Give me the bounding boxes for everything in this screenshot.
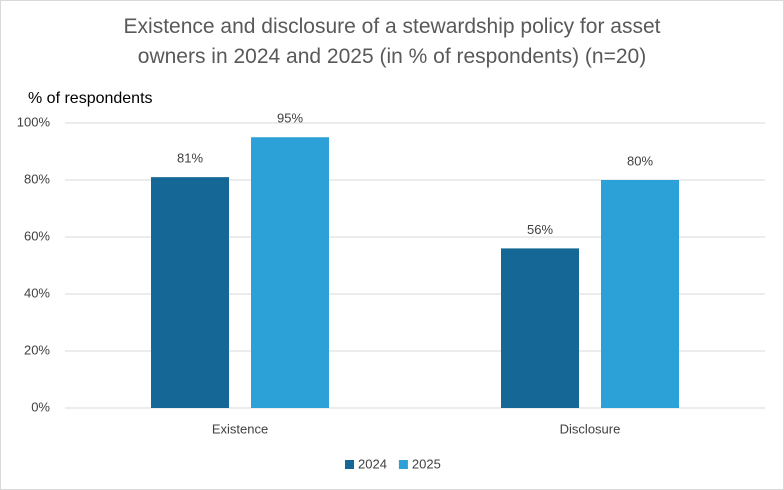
legend-swatch (398, 460, 408, 469)
legend-label: 2024 (358, 456, 387, 471)
legend-swatch (345, 460, 354, 469)
bar (251, 137, 329, 408)
y-tick-label: 20% (24, 342, 50, 357)
y-tick-label: 80% (24, 171, 50, 186)
chart-title: Existence and disclosure of a stewardshi… (123, 15, 661, 68)
bar (501, 248, 579, 408)
x-tick-label: Disclosure (560, 421, 621, 436)
bar (601, 180, 679, 408)
y-tick-label: 40% (24, 285, 50, 300)
x-tick-label: Existence (212, 421, 268, 436)
y-tick-label: 0% (31, 399, 50, 414)
data-label: 81% (177, 151, 203, 166)
data-label: 95% (277, 111, 303, 126)
legend-label: 2025 (412, 456, 441, 471)
y-axis-label: % of respondents (28, 90, 153, 107)
y-tick-label: 60% (24, 228, 50, 243)
data-label: 56% (527, 222, 553, 237)
bar (151, 177, 229, 408)
y-tick-label: 100% (17, 114, 51, 129)
data-label: 80% (627, 153, 653, 168)
